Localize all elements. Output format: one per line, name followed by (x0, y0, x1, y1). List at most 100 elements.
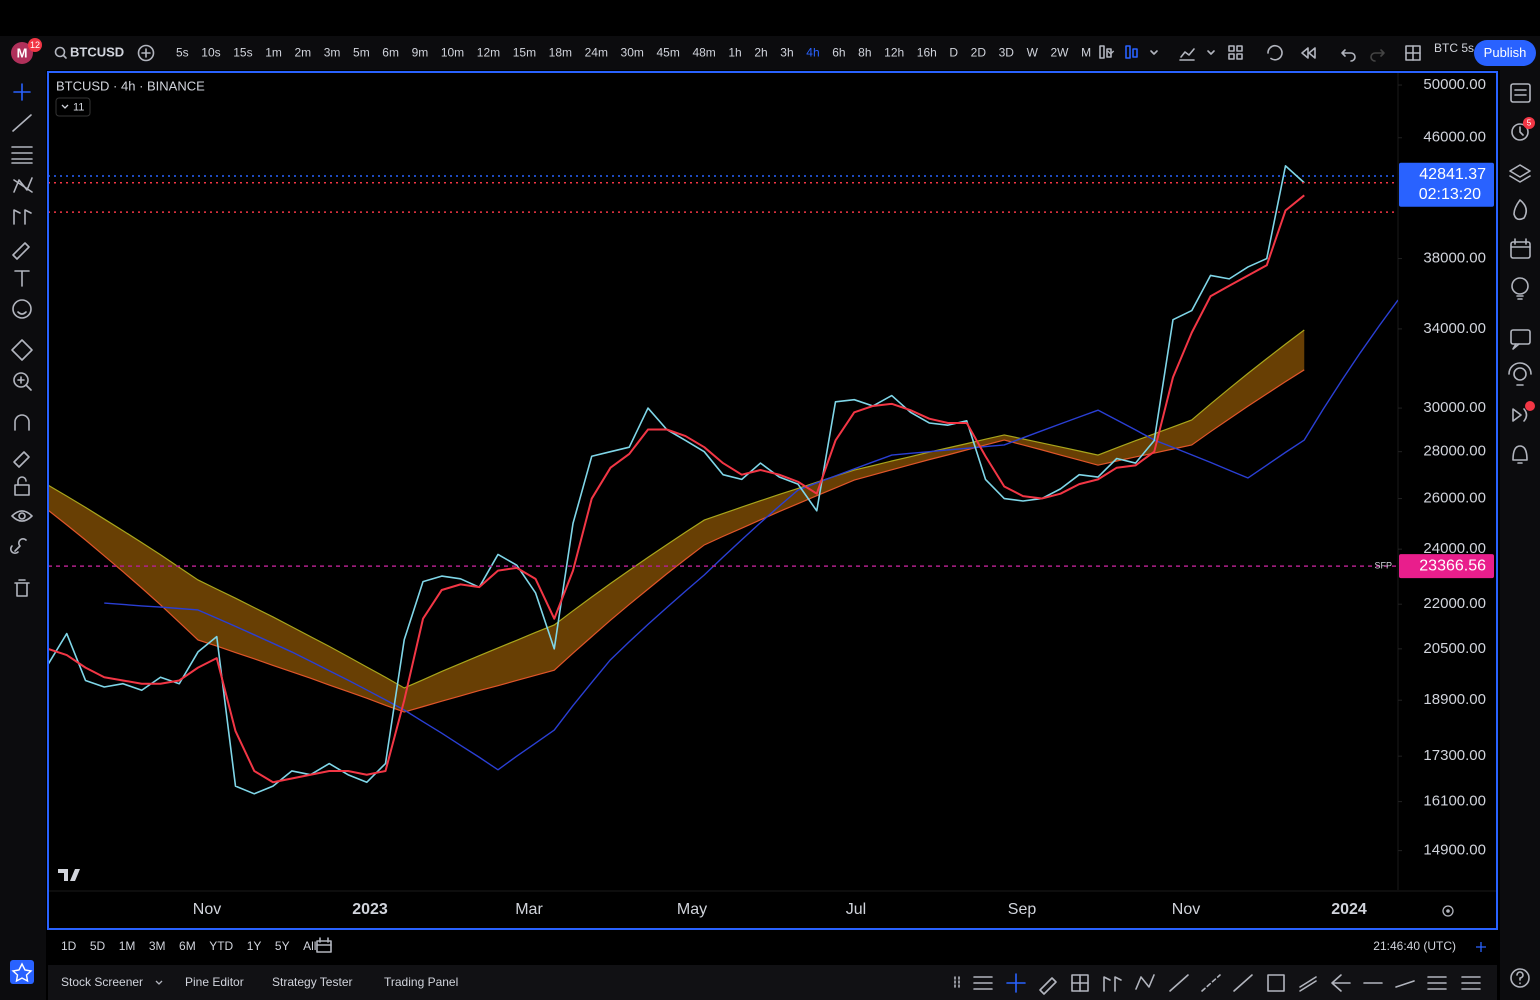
x-tick-label: 2024 (1331, 901, 1367, 918)
panel-tab[interactable]: Strategy Tester (272, 975, 352, 989)
range-button[interactable]: 1D (61, 939, 77, 953)
interval[interactable]: 4h (806, 46, 819, 60)
interval[interactable]: 12m (477, 46, 500, 60)
interval[interactable]: 10s (201, 46, 220, 60)
y-tick-label: 38000.00 (1423, 250, 1486, 267)
alerts-badge-dot (1523, 117, 1535, 129)
x-tick-label: Mar (515, 901, 543, 918)
panel-tab[interactable]: Stock Screener (61, 975, 143, 989)
x-tick-label: Nov (1172, 901, 1200, 918)
interval[interactable]: 3h (780, 46, 793, 60)
ribbon-upper (49, 329, 1305, 689)
interval[interactable]: 10m (441, 46, 464, 60)
interval[interactable]: 8h (858, 46, 871, 60)
y-tick-label: 28000.00 (1423, 443, 1486, 460)
search-icon[interactable] (54, 46, 67, 59)
range-button[interactable]: All (303, 939, 316, 953)
interval[interactable]: 15m (513, 46, 536, 60)
alerts-badge: 5 (1527, 119, 1532, 128)
price-label-box (1399, 162, 1494, 207)
countdown: 02:13:20 (1419, 186, 1481, 203)
interval[interactable]: 48m (692, 46, 715, 60)
left-toolbar (0, 70, 46, 1000)
interval[interactable]: 6m (382, 46, 399, 60)
interval[interactable]: W (1027, 46, 1039, 60)
interval[interactable]: D (949, 46, 958, 60)
range-button[interactable]: YTD (209, 939, 233, 953)
panel-tabs: Stock Screener Pine Editor Strategy Tester… (61, 975, 458, 989)
y-tick-label: 17300.00 (1423, 747, 1486, 764)
interval[interactable]: 2h (754, 46, 767, 60)
avatar-letter: M (17, 45, 28, 60)
panel-tab[interactable]: Pine Editor (185, 975, 244, 989)
indicator-toggle[interactable] (55, 97, 91, 117)
interval[interactable]: 15s (233, 46, 252, 60)
interval[interactable]: 24m (585, 46, 608, 60)
interval[interactable]: 30m (621, 46, 644, 60)
clock[interactable]: 21:46:40 (UTC) (1373, 939, 1456, 953)
publish-button[interactable] (1474, 40, 1536, 66)
notification-dot (1525, 401, 1535, 411)
badge (28, 38, 42, 52)
price-label: 23366.56 (1419, 557, 1486, 574)
y-tick-label: 16100.00 (1423, 793, 1486, 810)
range-button[interactable]: 6M (179, 939, 196, 953)
symbol-short[interactable]: BTC 5s (1434, 41, 1474, 55)
interval[interactable]: 3D (999, 46, 1015, 60)
chart-title: BTCUSD · 4h · BINANCE (56, 78, 205, 93)
range-button[interactable]: 1Y (247, 939, 262, 953)
range-button[interactable]: 3M (149, 939, 166, 953)
interval[interactable]: 18m (549, 46, 572, 60)
chevron (61, 104, 69, 109)
screener-chevron[interactable] (155, 980, 163, 985)
interval[interactable]: 9m (412, 46, 429, 60)
y-tick-label: 34000.00 (1423, 320, 1486, 337)
symbol[interactable]: BTCUSD (70, 44, 124, 59)
range-button[interactable]: 5D (90, 939, 106, 953)
panel-tools[interactable] (954, 973, 1481, 995)
axis-settings[interactable] (1442, 905, 1454, 917)
interval[interactable]: 1m (265, 46, 282, 60)
add-symbol[interactable] (137, 44, 155, 62)
interval[interactable]: 45m (657, 46, 680, 60)
sidebar-icons[interactable] (1508, 83, 1532, 988)
y-tick-label: 24000.00 (1423, 540, 1486, 557)
x-tick-label: 2023 (352, 901, 388, 918)
bottom-panel (48, 965, 1497, 1000)
drawing-tools[interactable] (9, 83, 33, 597)
interval[interactable]: 2m (294, 46, 311, 60)
interval[interactable]: 3m (324, 46, 341, 60)
publish-label[interactable]: Publish (1484, 45, 1527, 60)
ribbon-lower (49, 369, 1305, 713)
interval[interactable]: 2W (1050, 46, 1069, 60)
avatar[interactable] (11, 42, 33, 64)
y-tick-label: 22000.00 (1423, 595, 1486, 612)
y-tick-label: 50000.00 (1423, 76, 1486, 93)
toolbar-icons (1099, 45, 1421, 62)
interval[interactable]: M (1081, 46, 1091, 60)
interval[interactable]: 1h (728, 46, 741, 60)
y-tick-label: 30000.00 (1423, 399, 1486, 416)
x-tick-label: Sep (1008, 901, 1037, 918)
range-button[interactable]: 5Y (275, 939, 290, 953)
star-icon (11, 962, 33, 983)
price-label: 42841.37 (1419, 166, 1486, 183)
interval[interactable]: 2D (971, 46, 987, 60)
range-button[interactable]: 1M (119, 939, 136, 953)
y-tick-label: 14900.00 (1423, 842, 1486, 859)
indicator-count: 11 (73, 101, 84, 113)
interval-group: 5s 10s 15s 1m 2m 3m 5m 6m 9m 10m 12m 15m 18m 24m 30m 45… (176, 46, 1115, 60)
interval[interactable]: 6h (832, 46, 845, 60)
interval[interactable]: 5s (176, 46, 189, 60)
interval[interactable]: 5m (353, 46, 370, 60)
favorites-button[interactable] (10, 960, 34, 984)
y-tick-label: 20500.00 (1423, 640, 1486, 657)
panel-tab[interactable]: Trading Panel (384, 975, 458, 989)
interval[interactable]: 16h (917, 46, 937, 60)
crosshair-toggle[interactable] (1476, 942, 1486, 952)
badge-count: 12 (30, 40, 40, 50)
price-tag: SFP (1374, 560, 1392, 570)
x-tick-label: May (677, 901, 707, 918)
goto-date[interactable] (316, 937, 332, 953)
interval[interactable]: 12h (884, 46, 904, 60)
